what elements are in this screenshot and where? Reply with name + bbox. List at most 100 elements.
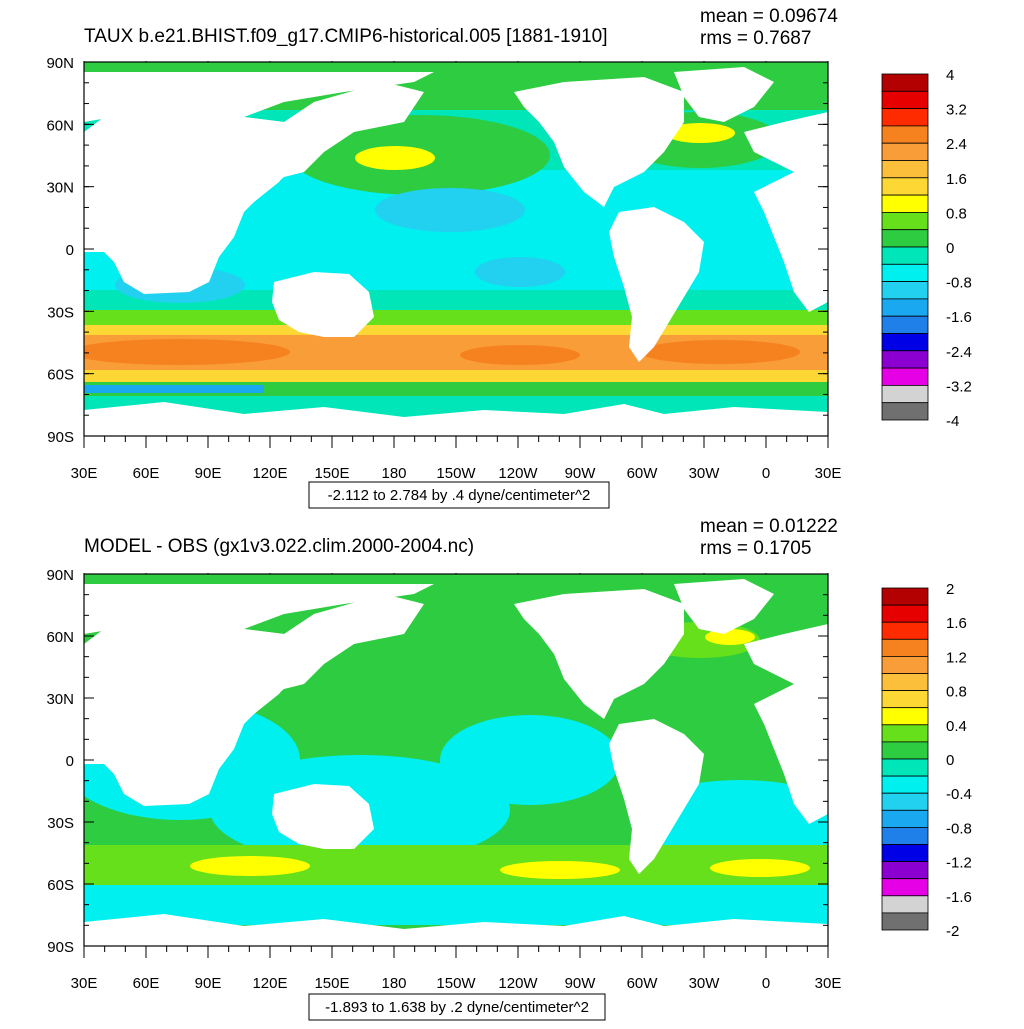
colorbar-label: 1.2 xyxy=(946,649,967,666)
lon-label: 30W xyxy=(689,465,721,482)
lat-label: 90N xyxy=(46,55,74,72)
panel-1: TAUX b.e21.BHIST.f09_g17.CMIP6-historica… xyxy=(46,6,972,509)
colorbar-label: 3.2 xyxy=(946,102,967,119)
colorbar-swatch xyxy=(881,73,929,92)
panel-2-ticks xyxy=(83,573,829,958)
lon-label: 60W xyxy=(627,465,659,482)
panel-2-lon-labels: 30E 60E 90E 120E 150E 180 150W 120W 90W 60W 30W 0 30… xyxy=(71,975,842,992)
colorbar-swatch xyxy=(881,690,929,709)
panel-1-range-text: -2.112 to 2.784 by .4 dyne/centimeter^2 xyxy=(328,487,591,504)
colorbar-swatch xyxy=(881,177,929,196)
colorbar-label: -0.4 xyxy=(946,786,972,803)
panel-2-title: MODEL - OBS (gx1v3.022.clim.2000-2004.nc… xyxy=(84,536,474,557)
colorbar-label: -1.6 xyxy=(946,889,972,906)
colorbar-label: -2 xyxy=(946,923,959,940)
colorbar-label: -2.4 xyxy=(946,344,972,361)
lon-label: 120E xyxy=(252,465,287,482)
colorbar-swatch xyxy=(881,792,929,811)
lon-label: 30E xyxy=(815,975,842,992)
colorbar-label: -3.2 xyxy=(946,378,972,395)
colorbar-label: 0.8 xyxy=(946,684,967,701)
colorbar-swatch xyxy=(881,895,929,914)
colorbar-label: 0 xyxy=(946,752,954,769)
lon-label: 60E xyxy=(133,975,160,992)
colorbar-swatch xyxy=(881,263,929,282)
colorbar-swatch xyxy=(881,281,929,300)
lon-label: 150E xyxy=(314,975,349,992)
colorbar-label: 4 xyxy=(946,67,954,84)
lon-label: 90W xyxy=(565,975,597,992)
colorbar-label: -1.6 xyxy=(946,309,972,326)
panel-1-lat-labels: 90N 60N 30N 0 30S 60S 90S xyxy=(46,55,74,446)
colorbar-swatch xyxy=(881,229,929,248)
colorbar-swatch xyxy=(881,90,929,110)
lat-label: 60S xyxy=(47,367,74,384)
colorbar-swatch xyxy=(881,707,929,726)
colorbar-swatch xyxy=(881,367,929,386)
panel-2-map xyxy=(84,574,828,946)
lon-label: 0 xyxy=(762,975,770,992)
lon-label: 60E xyxy=(133,465,160,482)
lon-label: 180 xyxy=(381,975,406,992)
panel-1-range-box xyxy=(308,481,610,509)
colorbar-label: -4 xyxy=(946,413,959,430)
lon-label: 60W xyxy=(627,975,659,992)
panel-1-map xyxy=(84,62,828,436)
colorbar-swatch xyxy=(881,638,929,657)
lat-label: 30S xyxy=(47,304,74,321)
panel-2-lat-labels: 90N 60N 30N 0 30S 60S 90S xyxy=(46,567,74,956)
lon-label: 30E xyxy=(815,465,842,482)
lon-label: 0 xyxy=(762,465,770,482)
colorbar-swatch xyxy=(881,246,929,265)
panel-2-mean: mean = 0.01222 xyxy=(700,516,838,537)
colorbar-swatch xyxy=(881,775,929,794)
lon-label: 30E xyxy=(71,465,98,482)
colorbar-swatch xyxy=(881,125,929,144)
lat-label: 0 xyxy=(66,242,74,259)
lon-label: 90E xyxy=(195,465,222,482)
colorbar-swatch xyxy=(881,741,929,760)
colorbar-swatch xyxy=(881,861,929,880)
lat-label: 60S xyxy=(47,877,74,894)
panel-2-rms: rms = 0.1705 xyxy=(700,538,811,559)
colorbar-swatch xyxy=(881,108,929,127)
colorbar-swatch xyxy=(881,844,929,863)
colorbar-swatch xyxy=(881,673,929,692)
colorbar-swatch xyxy=(881,402,929,421)
colorbar-swatch xyxy=(881,333,929,352)
panel-1-ticks xyxy=(83,61,829,448)
colorbar-label: 2.4 xyxy=(946,136,967,153)
lon-label: 30E xyxy=(71,975,98,992)
panel-1-colorbar: 4 3.2 2.4 1.6 0.8 0 -0.8 -1.6 -2.4 -3.2 -4 xyxy=(881,67,972,430)
colorbar-label: 1.6 xyxy=(946,171,967,188)
lon-label: 120W xyxy=(498,465,538,482)
colorbar-swatch xyxy=(881,211,929,231)
panel-2-range-text: -1.893 to 1.638 by .2 dyne/centimeter^2 xyxy=(325,999,589,1016)
colorbar-swatch xyxy=(881,656,929,674)
lat-label: 60N xyxy=(46,117,74,134)
colorbar-swatch xyxy=(881,809,929,828)
colorbar-swatch xyxy=(881,912,929,931)
colorbar-swatch xyxy=(881,587,929,606)
panel-2-colorbar: 2 1.6 1.2 0.8 0.4 0 -0.4 -0.8 -1.2 -1.6 -2 xyxy=(881,581,972,940)
lon-label: 30W xyxy=(689,975,721,992)
lon-label: 150W xyxy=(436,465,476,482)
colorbar-swatch xyxy=(881,142,929,161)
panel-1-title: TAUX b.e21.BHIST.f09_g17.CMIP6-historica… xyxy=(84,26,608,47)
panel-1-mean: mean = 0.09674 xyxy=(700,6,838,27)
lon-label: 120W xyxy=(498,975,538,992)
panel-1-lon-labels: 30E 60E 90E 120E 150E 180 150W 120W 90W 60W 30W 0 30… xyxy=(71,465,842,482)
colorbar-swatch xyxy=(881,298,929,317)
lon-label: 180 xyxy=(381,465,406,482)
colorbar-swatch xyxy=(881,621,929,640)
lon-label: 90W xyxy=(565,465,597,482)
lon-label: 150E xyxy=(314,465,349,482)
colorbar-swatch xyxy=(881,724,929,743)
colorbar-swatch xyxy=(881,878,929,897)
lon-label: 150W xyxy=(436,975,476,992)
lon-label: 120E xyxy=(252,975,287,992)
colorbar-swatch xyxy=(881,194,929,213)
colorbar-label: -0.8 xyxy=(946,820,972,837)
colorbar-swatch xyxy=(881,758,929,777)
